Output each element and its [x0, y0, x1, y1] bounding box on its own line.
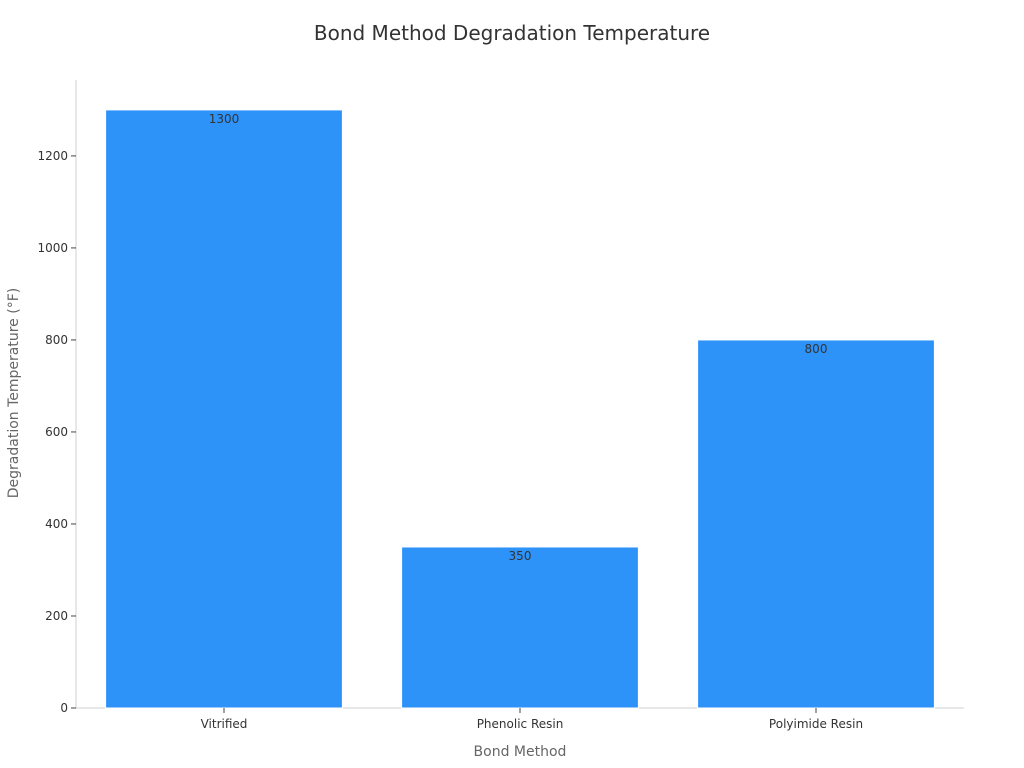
y-tick-label: 400: [45, 517, 68, 531]
y-tick-label: 0: [60, 701, 68, 715]
y-tick-label: 200: [45, 609, 68, 623]
y-tick-label: 800: [45, 333, 68, 347]
y-axis-title: Degradation Temperature (°F): [6, 288, 22, 498]
bar: [697, 339, 935, 709]
y-tick-label: 600: [45, 425, 68, 439]
data-label: 1300: [209, 112, 240, 126]
x-tick-label: Polyimide Resin: [769, 717, 863, 731]
y-tick-label: 1000: [37, 241, 68, 255]
y-tick-label: 1200: [37, 149, 68, 163]
data-label: 800: [805, 342, 828, 356]
bar: [105, 109, 343, 709]
bar: [401, 546, 639, 709]
plot-area: 0 200 400 600 800 1000 1200 1300 Vitrified 350 Phe…: [37, 80, 964, 731]
x-axis-title: Bond Method: [474, 744, 567, 760]
chart-title: Bond Method Degradation Temperature: [314, 21, 710, 45]
x-tick-label: Phenolic Resin: [477, 717, 564, 731]
data-label: 350: [509, 549, 532, 563]
x-tick-label: Vitrified: [201, 717, 248, 731]
